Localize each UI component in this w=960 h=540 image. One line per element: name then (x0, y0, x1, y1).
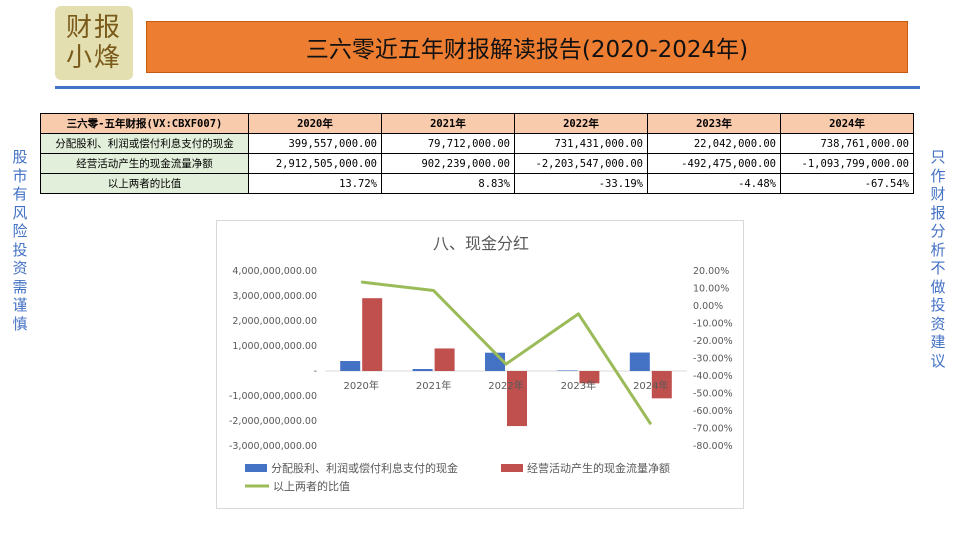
side-note-right: 只作财报分析 不做投资建议 (930, 148, 946, 370)
right-axis-tick-label: 10.00% (693, 284, 729, 295)
row-label: 经营活动产生的现金流量净额 (40, 153, 249, 174)
cash-dividend-chart: 八、现金分红 4,000,000,000.00 3,000,000,000.00 2,… (216, 220, 744, 509)
table-row: 以上两者的比值 13.72% 8.83% -33.19% -4.48% -67.… (40, 173, 914, 194)
logo-line-2: 小烽 (65, 43, 122, 73)
right-axis-tick-label: 0.00% (693, 301, 723, 312)
right-axis-tick-label: -10.00% (693, 319, 733, 330)
bar-operating-cashflow (507, 371, 527, 427)
ratio-point (433, 290, 435, 292)
left-axis-tick-label: 3,000,000,000.00 (232, 291, 317, 302)
right-axis-tick-label: -80.00% (693, 441, 733, 452)
row-label: 以上两者的比值 (40, 173, 249, 194)
bar-dividend-cash (412, 369, 433, 371)
table-header-row: 三六零-五年财报(VX:CBXF007) 2020年 2021年 2022年 2… (40, 113, 914, 134)
left-axis-tick-label: 2,000,000,000.00 (232, 316, 317, 327)
table-cell: 731,431,000.00 (514, 133, 648, 154)
x-axis-category-label: 2023年 (561, 379, 596, 392)
legend-label-ratio: 以上两者的比值 (273, 479, 350, 493)
row-label: 分配股利、利润或偿付利息支付的现金 (40, 133, 249, 154)
right-axis-tick-label: -30.00% (693, 354, 733, 365)
table-cell: -492,475,000.00 (647, 153, 781, 174)
logo: 财报 小烽 (55, 6, 133, 80)
bar-operating-cashflow (434, 348, 455, 371)
table-year-header: 2023年 (647, 113, 781, 134)
header-divider (55, 86, 920, 89)
right-axis-tick-label: -50.00% (693, 389, 733, 400)
table-row: 分配股利、利润或偿付利息支付的现金 399,557,000.00 79,712,… (40, 133, 914, 154)
logo-line-1: 财报 (65, 13, 122, 43)
legend-label-operating-cashflow: 经营活动产生的现金流量净额 (527, 461, 670, 475)
bar-dividend-cash (557, 370, 578, 371)
right-axis-tick-label: 20.00% (693, 266, 729, 277)
left-axis-tick-label: - (314, 366, 317, 377)
left-axis-tick-label: -2,000,000,000.00 (229, 416, 317, 427)
right-axis-tick-label: -20.00% (693, 336, 733, 347)
legend-swatch-dividend-cash (245, 464, 267, 472)
legend-swatch-operating-cashflow (501, 464, 523, 472)
title-banner: 三六零近五年财报解读报告(2020-2024年) (146, 21, 908, 73)
bar-operating-cashflow (579, 371, 600, 384)
chart-canvas: 八、现金分红 4,000,000,000.00 3,000,000,000.00 2,… (229, 234, 733, 493)
bar-operating-cashflow (362, 298, 383, 371)
left-axis-tick-label: -3,000,000,000.00 (229, 441, 317, 452)
table-year-header: 2020年 (248, 113, 382, 134)
ratio-line (361, 280, 653, 426)
left-axis-tick-label: 1,000,000,000.00 (232, 341, 317, 352)
table-year-header: 2022年 (514, 113, 648, 134)
table-cell: -1,093,799,000.00 (780, 153, 914, 174)
financial-table: 三六零-五年财报(VX:CBXF007) 2020年 2021年 2022年 2… (40, 113, 914, 194)
table-cell: 79,712,000.00 (381, 133, 515, 154)
table-corner-header: 三六零-五年财报(VX:CBXF007) (40, 113, 249, 134)
table-cell: 22,042,000.00 (647, 133, 781, 154)
right-axis-tick-label: -60.00% (693, 406, 733, 417)
left-axis-tick-label: -1,000,000,000.00 (229, 391, 317, 402)
x-axis-category-label: 2024年 (633, 379, 668, 392)
side-note-left: 股市有风险 投资需谨慎 (12, 148, 28, 333)
table-cell: -2,203,547,000.00 (514, 153, 648, 174)
x-axis-category-label: 2021年 (416, 379, 451, 392)
bar-dividend-cash (629, 352, 650, 371)
table-cell: -67.54% (780, 173, 914, 194)
chart-title: 八、现金分红 (433, 234, 529, 253)
table-year-header: 2024年 (780, 113, 914, 134)
left-axis-tick-label: 4,000,000,000.00 (232, 266, 317, 277)
table-row: 经营活动产生的现金流量净额 2,912,505,000.00 902,239,0… (40, 153, 914, 174)
table-cell: 2,912,505,000.00 (248, 153, 382, 174)
bar-dividend-cash (340, 361, 361, 371)
table-cell: 399,557,000.00 (248, 133, 382, 154)
table-cell: 738,761,000.00 (780, 133, 914, 154)
table-year-header: 2021年 (381, 113, 515, 134)
page-title: 三六零近五年财报解读报告(2020-2024年) (305, 37, 749, 63)
x-axis-category-label: 2022年 (488, 379, 523, 392)
table-cell: 8.83% (381, 173, 515, 194)
table-cell: -33.19% (514, 173, 648, 194)
right-axis-tick-label: -70.00% (693, 424, 733, 435)
x-axis-category-label: 2020年 (343, 379, 378, 392)
table-cell: 902,239,000.00 (381, 153, 515, 174)
table-cell: 13.72% (248, 173, 382, 194)
ratio-point (577, 313, 579, 315)
right-axis-tick-label: -40.00% (693, 371, 733, 382)
bar-operating-cashflow (651, 371, 672, 399)
ratio-point (360, 281, 362, 283)
table-cell: -4.48% (647, 173, 781, 194)
ratio-point (650, 423, 652, 425)
legend-label-dividend-cash: 分配股利、利润或偿付利息支付的现金 (271, 461, 458, 475)
ratio-point (505, 363, 507, 365)
